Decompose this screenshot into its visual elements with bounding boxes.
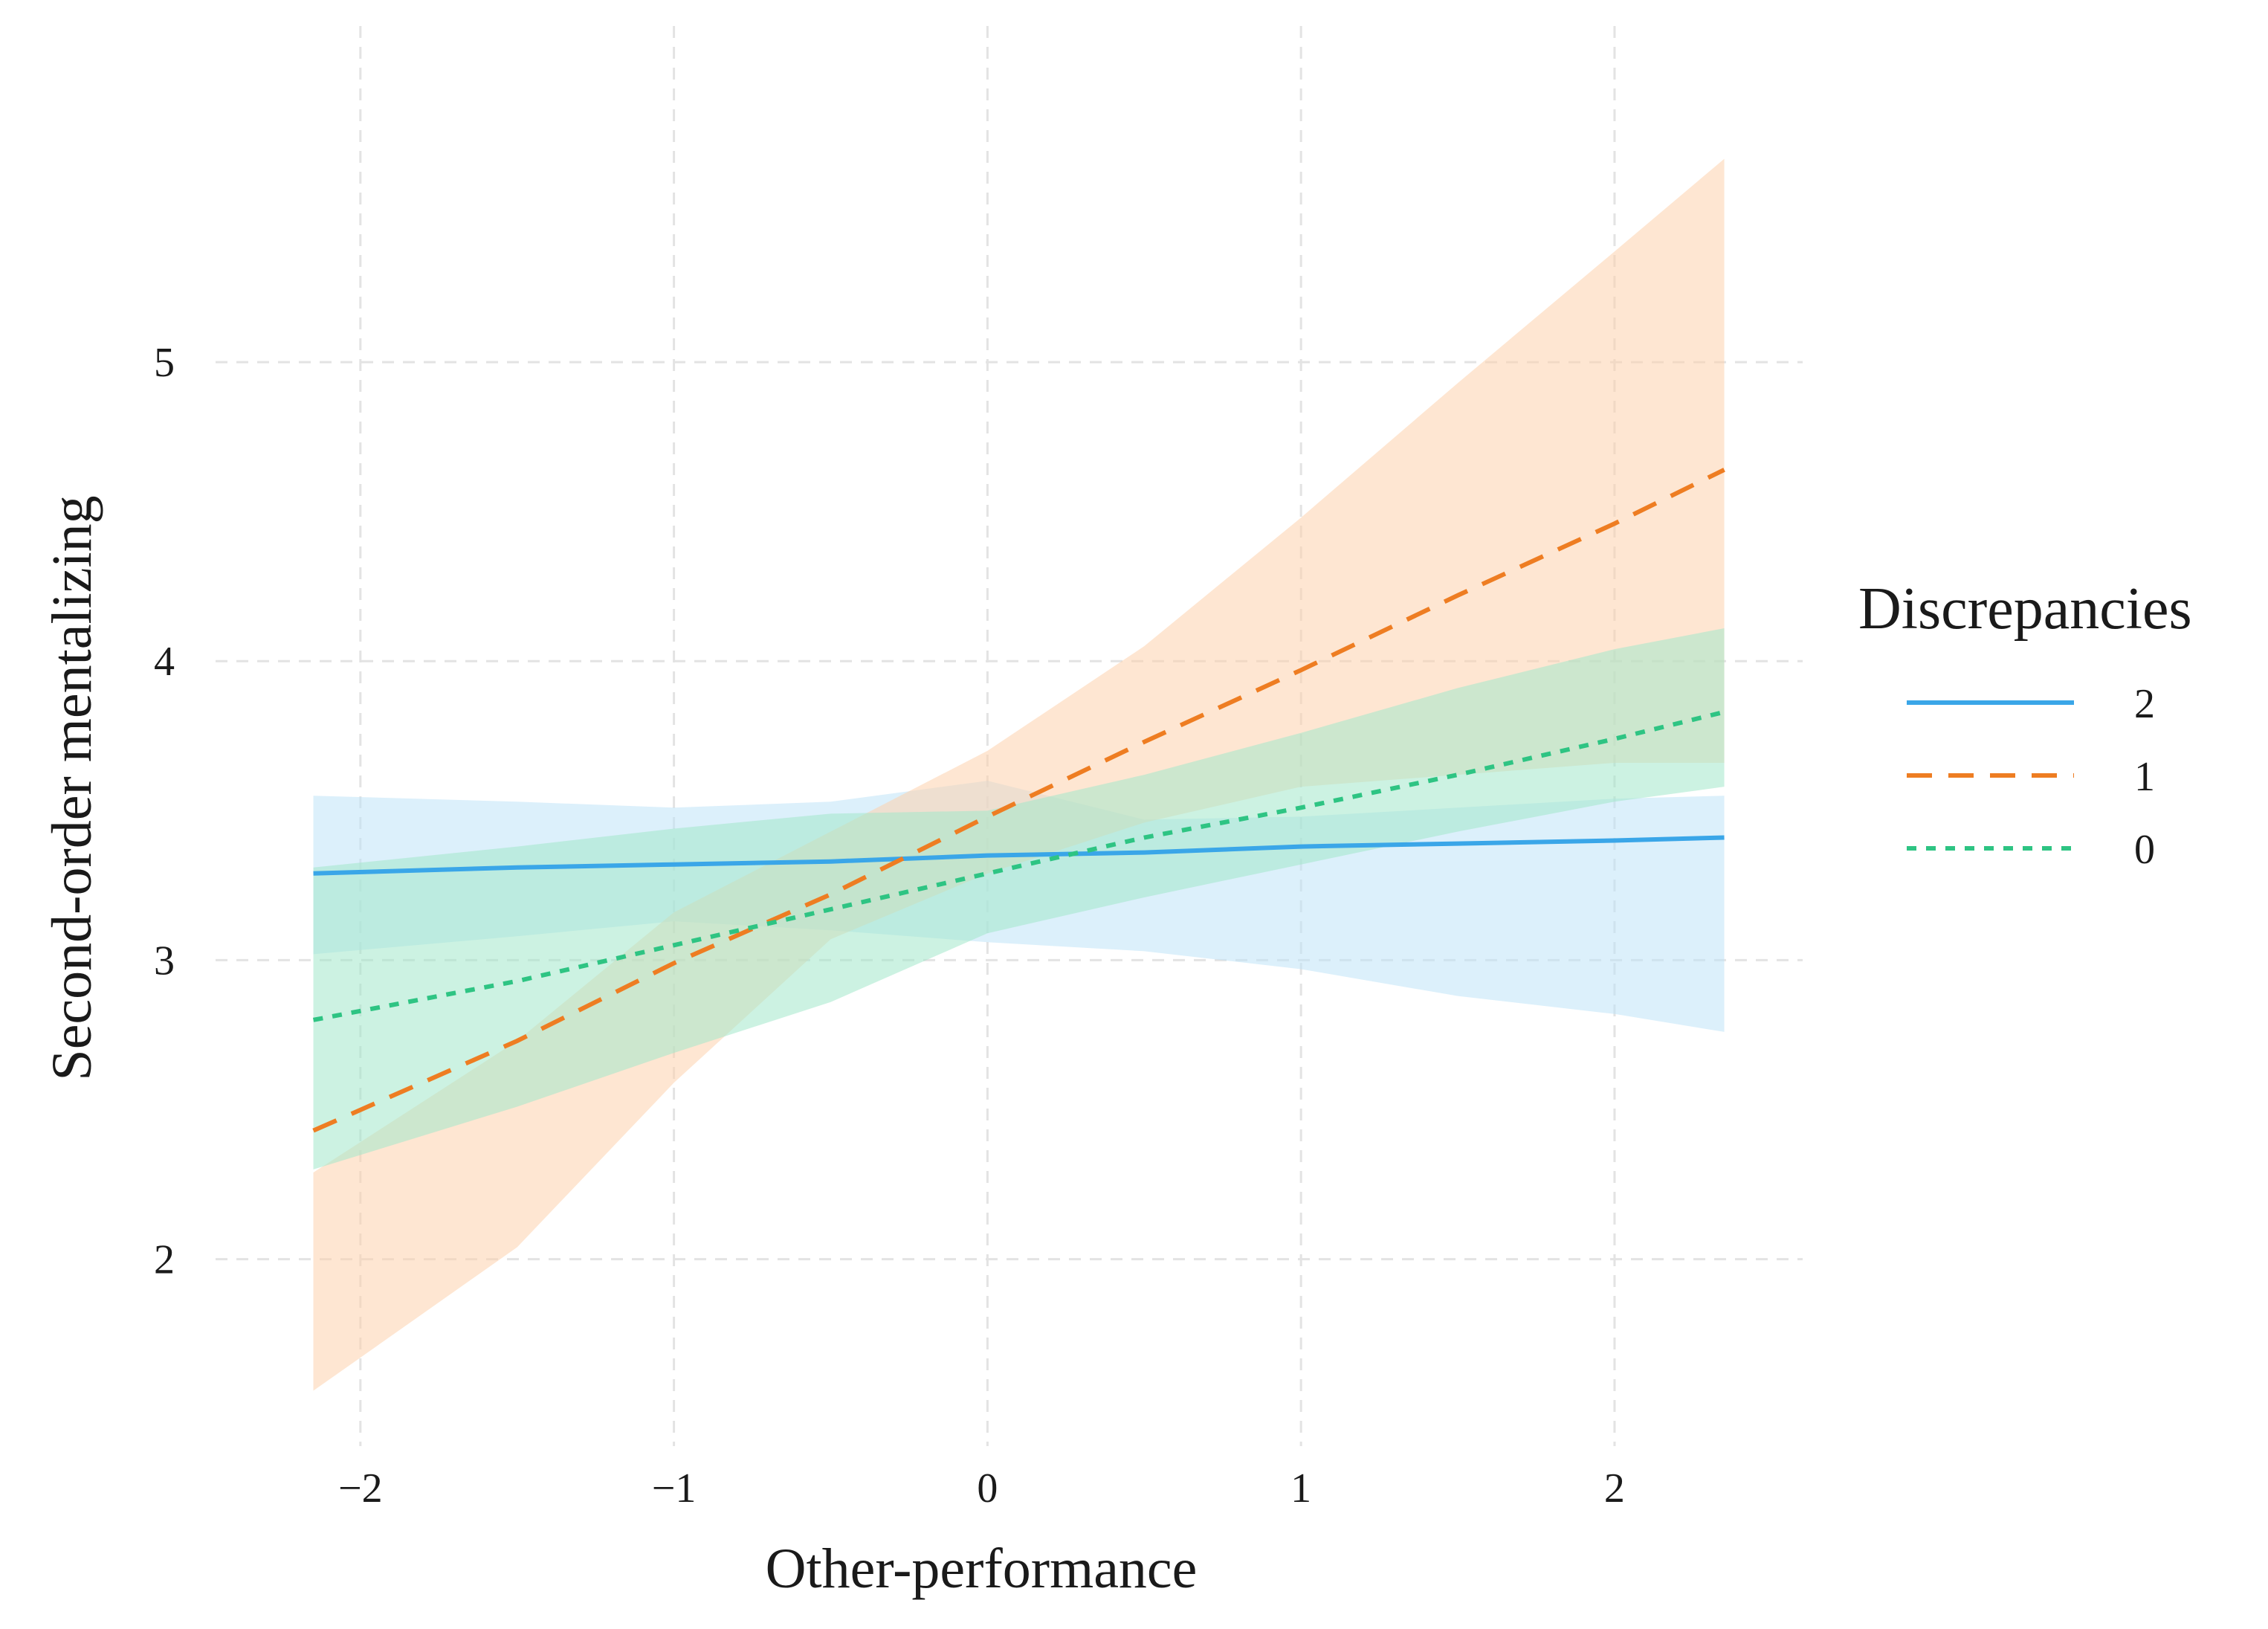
confidence-bands (313, 158, 1725, 1391)
x-tick-label: 1 (1290, 1465, 1311, 1512)
x-axis-ticks: −2 −1 0 1 2 (338, 1465, 1625, 1512)
x-tick-label: 0 (977, 1465, 998, 1512)
legend-label-1: 1 (2134, 754, 2155, 800)
legend: Discrepancies 2 1 0 (1858, 576, 2192, 873)
y-tick-label: 2 (154, 1237, 175, 1283)
y-tick-label: 3 (154, 938, 175, 984)
x-tick-label: 2 (1604, 1465, 1625, 1512)
x-tick-label: −1 (652, 1465, 697, 1512)
confidence-band-1 (313, 158, 1725, 1391)
series-line-2 (313, 835, 1725, 876)
legend-label-0: 0 (2134, 827, 2155, 873)
series-lines (312, 468, 1725, 1133)
y-tick-label: 5 (154, 340, 175, 386)
confidence-band-0 (313, 628, 1725, 1170)
y-tick-label: 4 (154, 639, 175, 685)
x-tick-label: −2 (338, 1465, 383, 1512)
x-axis-title: Other-performance (766, 1538, 1198, 1600)
legend-label-2: 2 (2134, 681, 2155, 727)
y-axis-title: Second-order mentalizing (41, 495, 103, 1080)
legend-title: Discrepancies (1858, 576, 2192, 642)
series-line-1 (312, 468, 1725, 1133)
y-axis-ticks: 2 3 4 5 (154, 340, 175, 1283)
